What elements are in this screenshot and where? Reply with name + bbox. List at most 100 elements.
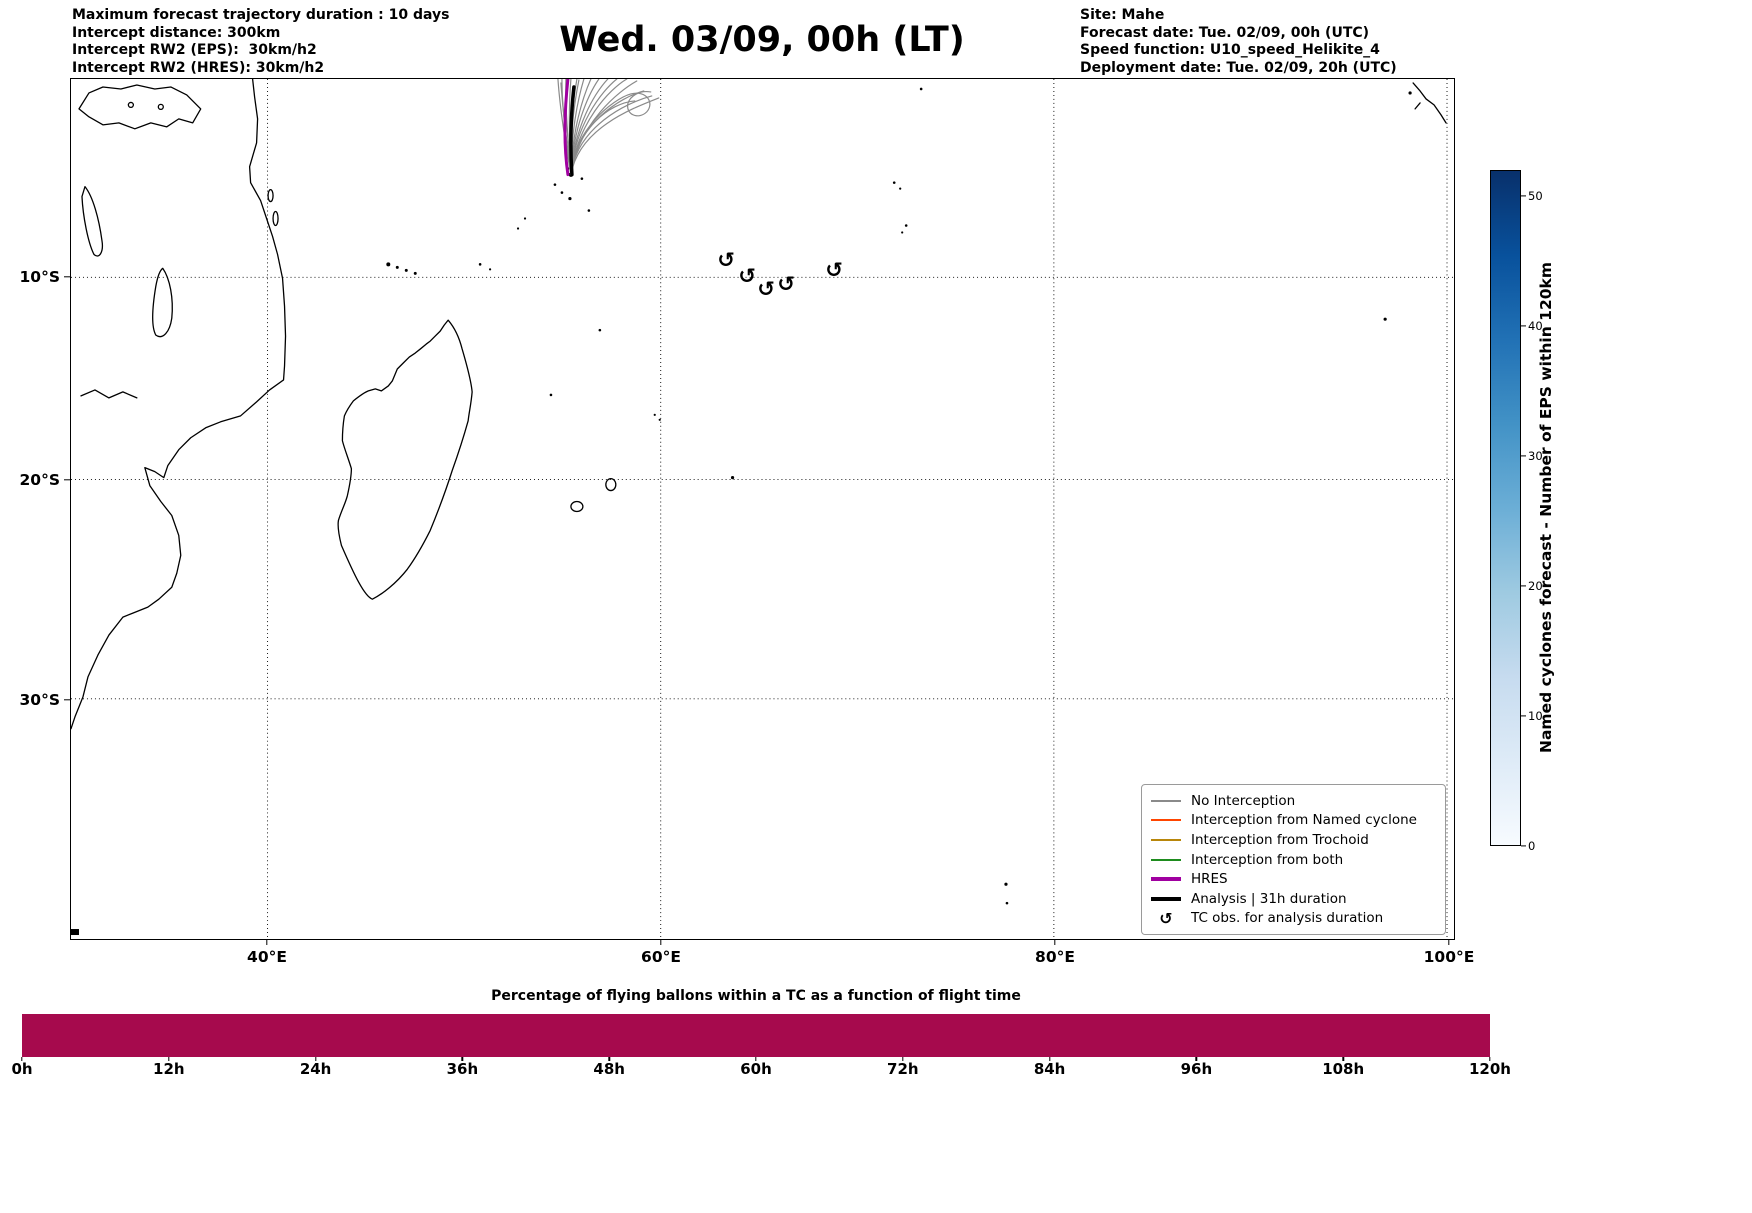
bottom-axis-tick-mark: [21, 1057, 23, 1061]
tc-observation-icon: ↺: [717, 247, 735, 272]
tc-percentage-bar: [22, 1014, 1490, 1057]
colorbar-tick-mark: [1521, 585, 1526, 587]
legend-line-sample: [1150, 838, 1182, 841]
bottom-axis-tick-label: 48h: [593, 1060, 625, 1078]
colorbar-tick-mark: [1521, 325, 1526, 327]
bottom-axis-tick-label: 96h: [1180, 1060, 1213, 1078]
legend-item: Analysis | 31h duration: [1150, 889, 1437, 909]
tc-observation-icon: ↺: [757, 276, 775, 301]
bottom-axis-tick-label: 84h: [1033, 1060, 1066, 1078]
colorbar-tick-mark: [1521, 845, 1526, 847]
header-left-line: Intercept distance: 300km: [72, 24, 281, 41]
island-mauritius: [605, 477, 617, 492]
colorbar-tick-label: 0: [1528, 839, 1536, 853]
legend-item: Interception from Trochoid: [1150, 830, 1437, 850]
colorbar-label: Named cyclones forecast - Number of EPS …: [1537, 262, 1555, 754]
colorbar-tick-mark: [1521, 715, 1526, 717]
bottom-axis-tick-label: 0h: [11, 1060, 33, 1078]
legend-item: Interception from Named cyclone: [1150, 811, 1437, 831]
bottom-axis-tick-mark: [314, 1057, 317, 1061]
trajectory-bundle: [557, 79, 660, 177]
bottom-axis-tick-mark: [1342, 1057, 1344, 1061]
coastline-madagascar: [337, 319, 473, 600]
gridlines: [71, 79, 1453, 938]
bottom-axis-tick-label: 36h: [446, 1060, 479, 1078]
legend-item-label: Analysis | 31h duration: [1191, 890, 1347, 907]
y-tick-mark: [64, 276, 70, 278]
x-tick-mark: [1448, 940, 1450, 945]
legend-item: ↺ TC obs. for analysis duration: [1150, 909, 1437, 929]
tc-observation-icon: ↺: [738, 263, 756, 288]
y-tick-label: 20°S: [19, 471, 60, 489]
bottom-axis-tick-mark: [608, 1057, 610, 1061]
x-tick-mark: [1054, 940, 1056, 945]
bottom-axis-tick-mark: [461, 1057, 464, 1061]
legend-line: [1151, 858, 1181, 861]
x-tick-label: 60°E: [641, 948, 681, 966]
x-tick-label: 80°E: [1035, 948, 1075, 966]
header-left-line: Intercept RW2 (EPS): 30km/h2: [72, 42, 317, 58]
eps-trajectory: [570, 100, 636, 176]
coastline-sumatra: [1412, 82, 1447, 124]
legend-line: [1151, 838, 1181, 841]
header-right-block: Site: Mahe Forecast date: Tue. 02/09, 00h…: [1080, 7, 1397, 77]
lake-tanganyika: [81, 185, 104, 257]
lake-malawi: [152, 267, 173, 338]
x-tick-mark: [660, 940, 662, 945]
legend-line-sample: [1150, 896, 1182, 901]
bottom-axis-tick-label: 60h: [740, 1060, 772, 1078]
colorbar-tick-mark: [1521, 455, 1526, 457]
bottom-axis-tick-label: 108h: [1322, 1060, 1365, 1078]
legend-line-sample: [1150, 858, 1182, 861]
legend-line-sample: [1150, 877, 1182, 882]
map-canvas: [71, 79, 1453, 938]
bottom-axis-tick-label: 120h: [1469, 1060, 1511, 1078]
x-tick-label: 40°E: [247, 948, 287, 966]
map-overlay: ↺ ↺ ↺ ↺ ↺: [70, 78, 1455, 940]
bottom-chart-title: Percentage of flying ballons within a TC…: [491, 988, 1021, 1004]
legend-item-label: HRES: [1191, 871, 1228, 888]
bottom-axis-tick-label: 72h: [887, 1060, 919, 1078]
eps-trajectory: [570, 97, 660, 176]
island-zanzibar: [272, 210, 279, 227]
legend-item: No Interception: [1150, 791, 1437, 811]
y-tick-mark: [64, 699, 70, 701]
coastline-africa: [71, 79, 287, 730]
header-right-line: Speed function: U10_speed_Helikite_4: [1080, 42, 1380, 58]
header-left-line: Intercept RW2 (HRES): 30km/h2: [72, 59, 325, 76]
legend-item-label: Interception from Named cyclone: [1191, 812, 1417, 829]
legend-line: [1151, 896, 1181, 901]
colorbar: [1490, 170, 1521, 846]
hres-trajectory: [563, 79, 570, 177]
figure-title: Wed. 03/09, 00h (LT): [559, 20, 965, 60]
legend-line-sample: [1150, 799, 1182, 802]
eps-trajectory: [570, 90, 652, 176]
colorbar-tick-mark: [1521, 195, 1526, 197]
bottom-axis-tick-mark: [168, 1057, 170, 1061]
legend-item: HRES: [1150, 869, 1437, 889]
legend: No Interception Interception from Named c…: [1141, 784, 1446, 936]
bottom-axis-tick-mark: [1489, 1057, 1491, 1061]
tc-observation-icon: ↺: [825, 257, 843, 282]
header-left-block: Maximum forecast trajectory duration : 1…: [72, 7, 449, 77]
header-right-line: Forecast date: Tue. 02/09, 00h (UTC): [1080, 24, 1370, 41]
colorbar-tick-label: 20: [1528, 579, 1543, 593]
colorbar-tick-label: 10: [1528, 709, 1543, 723]
legend-item-label: Interception from both: [1191, 851, 1344, 868]
colorbar-tick-label: 40: [1528, 319, 1543, 333]
legend-item-label: Interception from Trochoid: [1191, 831, 1369, 848]
coastline-sumatra: [1414, 102, 1421, 110]
lake-victoria-island: [157, 103, 164, 111]
island-reunion: [570, 500, 584, 513]
x-tick-label: 100°E: [1423, 948, 1475, 966]
lake-victoria: [78, 84, 202, 130]
bottom-axis-tick-mark: [1195, 1057, 1198, 1061]
x-tick-mark: [266, 940, 268, 945]
legend-line-sample: [1150, 819, 1182, 822]
header-right-line: Site: Mahe: [1080, 7, 1165, 23]
legend-item: Interception from both: [1150, 850, 1437, 870]
bottom-axis-tick-mark: [1048, 1057, 1051, 1061]
island-pemba: [267, 188, 274, 203]
header-left-line: Maximum forecast trajectory duration : 1…: [72, 7, 450, 23]
